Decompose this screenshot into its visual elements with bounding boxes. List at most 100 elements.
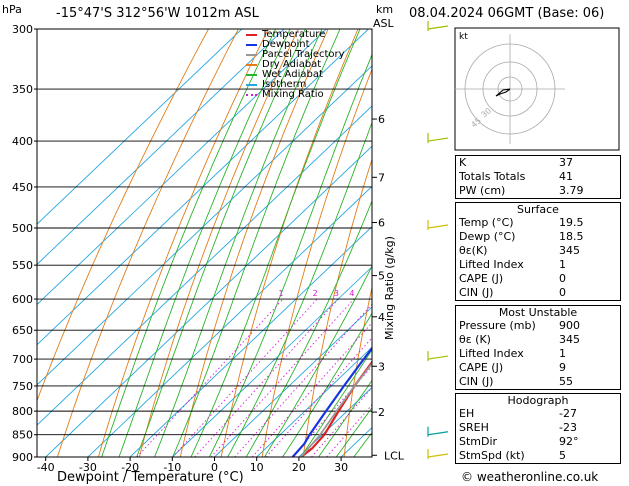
index-value: 55: [559, 375, 573, 388]
legend-label: Dewpoint: [262, 39, 310, 50]
location-title: -15°47'S 312°56'W 1012m ASL: [56, 6, 259, 21]
index-value: 1: [559, 258, 566, 271]
index-row: CIN (J) 55: [456, 375, 620, 389]
pressure-tick-label: 700: [12, 353, 33, 366]
legend-swatch: [246, 54, 257, 56]
dewpoint-line: [291, 346, 372, 457]
index-value: 18.5: [559, 230, 584, 243]
profile-lines: [291, 346, 372, 457]
pressure-tick-label: 600: [12, 293, 33, 306]
index-row: CIN (J) 0: [456, 286, 620, 300]
index-row: SREH -23: [456, 421, 620, 435]
wind-barb-shaft: [427, 224, 449, 229]
mixing-ratio-tick-label: 10: [400, 289, 410, 298]
index-row: CAPE (J) 0: [456, 272, 620, 286]
hodograph-panel: Hodograph EH -27 SREH -23 StmDir 92° StmSpd (k…: [455, 393, 621, 464]
index-value: 345: [559, 333, 580, 346]
index-value: 37: [559, 156, 573, 169]
index-value: 1: [559, 347, 566, 360]
x-axis-label: Dewpoint / Temperature (°C): [57, 470, 244, 485]
index-value: 92°: [559, 435, 579, 448]
copyright-footer: © weatheronline.co.uk: [461, 470, 599, 484]
temp-tick-label: -30: [79, 461, 97, 474]
pressure-tick-label: 850: [12, 429, 33, 442]
pressure-tick-label: 300: [12, 23, 33, 36]
index-row: StmDir 92°: [456, 435, 620, 449]
index-label: θε(K): [459, 244, 488, 257]
km-tick-label: 4: [378, 311, 385, 324]
legend-label: Isotherm: [262, 79, 307, 90]
mixing-ratio-tick-label: 1: [279, 289, 284, 298]
mixing-ratio-tick-label: 4: [349, 289, 354, 298]
index-row: CAPE (J) 9: [456, 361, 620, 375]
background-grid: 1 2 3 4 6 8 10 15 20 25: [37, 29, 453, 457]
legend: Temperature Dewpoint Parcel Trajectory Dry …: [246, 30, 345, 100]
index-row: Temp (°C) 19.5: [456, 216, 620, 230]
index-value: 0: [559, 286, 566, 299]
index-label: CAPE (J): [459, 272, 504, 285]
index-row: K 37: [456, 156, 620, 170]
legend-swatch: [246, 44, 257, 46]
index-label: StmDir: [459, 435, 498, 448]
km-unit-label: km: [376, 3, 394, 16]
index-value: 41: [559, 170, 573, 183]
pressure-tick-label: 400: [12, 135, 33, 148]
index-value: 0: [559, 272, 566, 285]
legend-label: Wet Adiabat: [262, 69, 323, 80]
index-row: Totals Totals 41: [456, 170, 620, 184]
pressure-tick-label: 500: [12, 222, 33, 235]
most-unstable-panel: Most Unstable Pressure (mb) 900 θε (K) 345 L…: [455, 305, 621, 390]
temp-tick-label: 30: [334, 461, 348, 474]
parcel-trajectory-line: [300, 362, 372, 457]
index-label: CAPE (J): [459, 361, 504, 374]
axes: 300350400450500550600650700750800850900-…: [12, 23, 405, 474]
index-value: 5: [559, 449, 566, 462]
km-tick-label: 3: [378, 360, 385, 373]
hodograph-title: Hodograph: [507, 394, 569, 407]
index-label: EH: [459, 407, 475, 420]
stability-indices: K 37 Totals Totals 41 PW (cm) 3.79: [456, 156, 620, 198]
legend-label: Mixing Ratio: [262, 89, 324, 100]
mixing-ratio-line: [136, 298, 284, 457]
wind-barb-shaft: [427, 431, 449, 436]
legend-item: Temperature: [246, 30, 345, 40]
pressure-tick-label: 450: [12, 181, 33, 194]
legend-swatch: [246, 34, 257, 36]
index-row: Lifted Index 1: [456, 347, 620, 361]
legend-item: Parcel Trajectory: [246, 50, 345, 60]
pressure-tick-label: 550: [12, 259, 33, 272]
index-label: K: [459, 156, 467, 169]
surface-panel: Surface Temp (°C) 19.5 Dewp (°C) 18.5 θε(K) 3…: [455, 202, 621, 301]
wind-barb-shaft: [427, 25, 449, 30]
temp-tick-label: -10: [163, 461, 181, 474]
legend-label: Temperature: [262, 29, 326, 40]
km-tick-label: 6: [378, 113, 385, 126]
isotherm-line: [37, 29, 243, 225]
mixing-ratio-line: [234, 303, 372, 457]
index-panel: K 37 Totals Totals 41 PW (cm) 3.79: [455, 155, 621, 199]
wind-barb-shaft: [427, 137, 449, 142]
index-label: Totals Totals: [459, 170, 526, 183]
wind-barb-shaft: [427, 355, 449, 360]
legend-label: Parcel Trajectory: [262, 49, 345, 60]
mixing-ratio-tick-label: 3: [334, 289, 339, 298]
index-label: θε (K): [459, 333, 491, 346]
pressure-tick-label: 350: [12, 83, 33, 96]
legend-item: Isotherm: [246, 80, 345, 90]
index-label: Temp (°C): [459, 216, 514, 229]
mixing-ratio-tick-label: 20: [443, 289, 453, 298]
index-row: θε (K) 345: [456, 333, 620, 347]
isotherm-line: [37, 29, 327, 306]
mixing-ratio-line: [172, 298, 318, 457]
temp-tick-label: 0: [211, 461, 218, 474]
legend-swatch: [246, 74, 257, 76]
surface-title: Surface: [517, 203, 559, 216]
legend-item: Wet Adiabat: [246, 70, 345, 80]
km-tick-label: 6: [378, 217, 385, 230]
index-value: -23: [559, 421, 577, 434]
km-tick-label: 7: [378, 171, 385, 184]
pressure-tick-label: 800: [12, 405, 33, 418]
plot-frame: [36, 28, 373, 458]
hodograph-table: EH -27 SREH -23 StmDir 92° StmSpd (kt) 5: [456, 407, 620, 463]
